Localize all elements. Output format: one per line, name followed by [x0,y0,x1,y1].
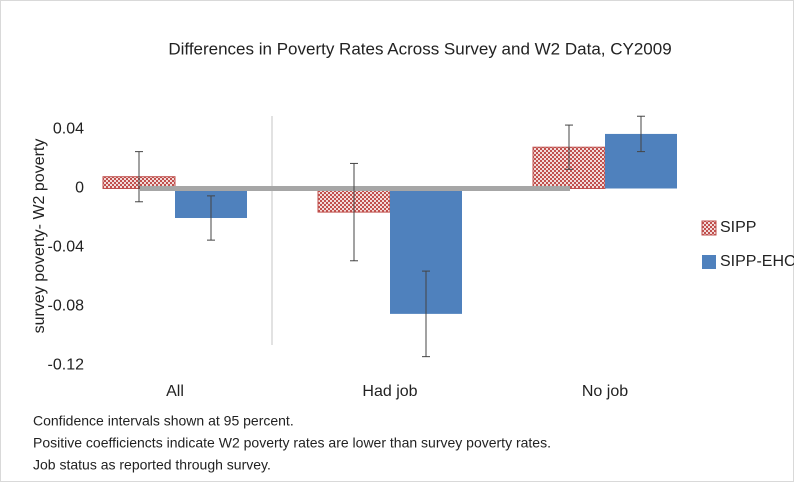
y-axis-title: survey poverty- W2 poverty [31,139,48,334]
y-tick-label: -0.04 [48,239,85,256]
legend-swatch [701,220,717,236]
x-tick-label: All [166,383,184,400]
x-tick-label: No job [582,383,628,400]
y-tick-label: -0.12 [48,357,85,374]
chart-title: Differences in Poverty Rates Across Surv… [168,39,671,58]
y-tick-label: 0 [75,180,84,197]
x-tick-label: Had job [362,383,417,400]
y-tick-label: -0.08 [48,298,85,315]
y-tick-label: 0.04 [53,121,84,138]
note: Job status as reported through survey. [33,457,271,473]
note: Confidence intervals shown at 95 percent… [33,413,294,429]
note: Positive coefficiencts indicate W2 pover… [33,435,551,451]
legend-label: SIPP [720,219,756,236]
legend-label: SIPP-EHC [720,253,794,270]
legend-swatch [702,255,716,269]
